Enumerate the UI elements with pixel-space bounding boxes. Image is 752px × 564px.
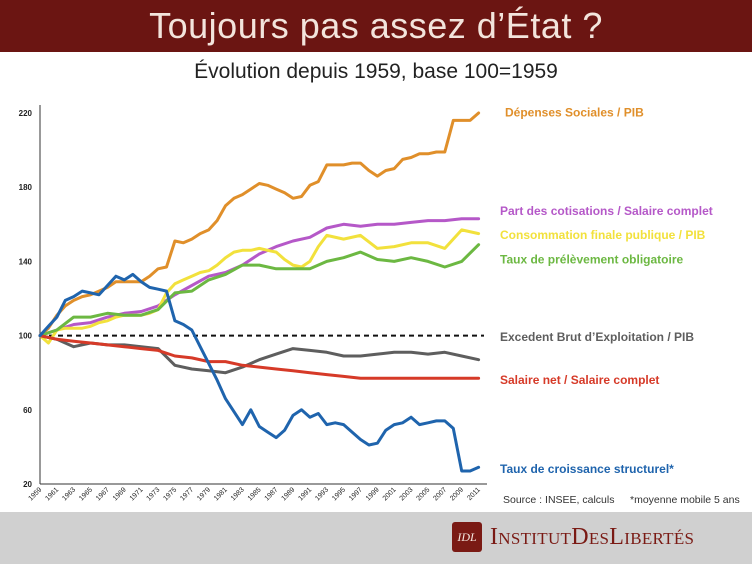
x-tick-label: 1963 bbox=[61, 486, 77, 502]
x-tick-label: 1973 bbox=[146, 486, 162, 502]
legend-label: Consommation finale publique / PIB bbox=[500, 228, 706, 242]
logo-emblem: IDL bbox=[452, 522, 482, 552]
series-line bbox=[38, 243, 481, 338]
x-tick-label: 2011 bbox=[466, 486, 482, 502]
series-line bbox=[38, 334, 481, 380]
series-line bbox=[38, 272, 481, 473]
legend-label: Taux de prélèvement obligatoire bbox=[500, 252, 683, 266]
x-tick-label: 1965 bbox=[78, 486, 94, 502]
y-tick-label: 60 bbox=[23, 406, 32, 415]
x-tick-label: 2007 bbox=[432, 486, 448, 502]
x-tick-label: 1979 bbox=[196, 486, 212, 502]
footnote: *moyenne mobile 5 ans bbox=[630, 494, 740, 506]
y-tick-label: 100 bbox=[19, 332, 33, 341]
legend-label: Dépenses Sociales / PIB bbox=[505, 106, 644, 120]
x-tick-label: 1983 bbox=[230, 486, 246, 502]
x-tick-label: 1975 bbox=[162, 486, 178, 502]
chart-title: Évolution depuis 1959, base 100=1959 bbox=[194, 60, 558, 83]
x-tick-label: 2009 bbox=[449, 486, 465, 502]
x-tick-label: 1997 bbox=[348, 486, 364, 502]
series-line bbox=[38, 228, 481, 345]
x-tick-label: 1987 bbox=[264, 486, 280, 502]
legend-label: Excedent Brut d’Exploitation / PIB bbox=[500, 330, 694, 344]
y-tick-label: 220 bbox=[19, 109, 33, 118]
x-tick-label: 1981 bbox=[213, 486, 229, 502]
series-line bbox=[38, 217, 481, 338]
x-tick-label: 1971 bbox=[129, 486, 145, 502]
x-tick-label: 1985 bbox=[247, 486, 263, 502]
legend-label: Part des cotisations / Salaire complet bbox=[500, 204, 713, 218]
x-tick-label: 1991 bbox=[297, 486, 313, 502]
x-tick-label: 1969 bbox=[112, 486, 128, 502]
x-tick-label: 1993 bbox=[314, 486, 330, 502]
slide-title: Toujours pas assez d’État ? bbox=[149, 5, 603, 46]
footer-bar bbox=[0, 512, 752, 564]
x-tick-label: 1999 bbox=[365, 486, 381, 502]
legend-label: Salaire net / Salaire complet bbox=[500, 373, 659, 387]
y-tick-label: 20 bbox=[23, 480, 32, 489]
x-tick-label: 1961 bbox=[44, 486, 60, 502]
x-tick-label: 1995 bbox=[331, 486, 347, 502]
y-tick-label: 180 bbox=[19, 183, 33, 192]
y-tick-label: 140 bbox=[19, 257, 33, 266]
x-tick-label: 2001 bbox=[382, 486, 398, 502]
legend-label: Taux de croissance structurel* bbox=[500, 462, 674, 476]
x-tick-label: 1989 bbox=[280, 486, 296, 502]
x-tick-label: 2005 bbox=[415, 486, 431, 502]
title-banner: Toujours pas assez d’État ? bbox=[0, 0, 752, 52]
logo-wordmark: InstitutDesLibertés bbox=[490, 524, 695, 550]
source-note: Source : INSEE, calculs bbox=[503, 494, 615, 506]
x-tick-label: 2003 bbox=[399, 486, 415, 502]
x-tick-label: 1977 bbox=[179, 486, 195, 502]
x-tick-label: 1967 bbox=[95, 486, 111, 502]
series-line bbox=[38, 111, 481, 338]
